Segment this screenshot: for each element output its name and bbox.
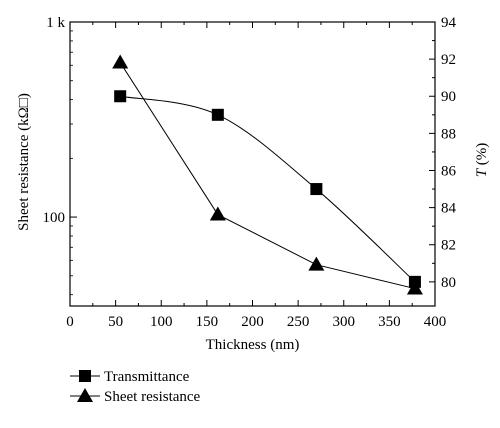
data-point-triangle	[308, 256, 325, 271]
y-right-tick-label: 86	[441, 163, 457, 179]
y-right-tick-label: 92	[441, 52, 456, 68]
legend-label: Sheet resistance	[104, 389, 201, 405]
data-point-triangle	[209, 206, 226, 221]
y-right-tick-label: 88	[441, 126, 456, 142]
x-tick-label: 350	[378, 314, 401, 330]
x-tick-label: 50	[108, 314, 123, 330]
x-tick-label: 250	[287, 314, 310, 330]
y-right-tick-label: 84	[441, 201, 457, 217]
data-point-triangle	[406, 280, 423, 295]
y-right-tick-label: 94	[441, 15, 457, 31]
series-line-sheet-resistance	[119, 62, 416, 290]
data-point-square	[310, 183, 323, 196]
y-left-axis-title: Sheet resistance (kΩ□)	[16, 93, 32, 231]
x-tick-label: 300	[333, 314, 356, 330]
data-point-square	[114, 90, 127, 103]
legend-marker-square	[79, 370, 91, 382]
series-sheet-resistance	[112, 54, 423, 295]
y-right-axis-title: T (%)	[474, 143, 490, 178]
y-right-axis-title-unit: (%)	[474, 143, 490, 169]
data-point-triangle	[112, 54, 129, 69]
legend-item-sheet-resistance: Sheet resistance	[70, 388, 201, 405]
y-right-tick-label: 90	[441, 89, 456, 105]
x-tick-label: 400	[424, 314, 447, 330]
legend-label: Transmittance	[104, 369, 190, 385]
x-tick-label: 100	[150, 314, 173, 330]
x-tick-label: 150	[196, 314, 219, 330]
x-axis-title: Thickness (nm)	[206, 337, 300, 353]
legend-marker-triangle	[77, 388, 93, 402]
y-right-axis-title-symbol: T	[474, 167, 490, 177]
data-point-square	[211, 108, 224, 121]
series-transmittance	[114, 90, 421, 288]
x-tick-label: 200	[241, 314, 264, 330]
x-tick-label: 0	[66, 314, 74, 330]
y-right-tick-label: 82	[441, 238, 456, 254]
y-left-tick-label: 100	[43, 210, 66, 226]
y-right-tick-label: 80	[441, 275, 456, 291]
legend-item-transmittance: Transmittance	[70, 369, 190, 385]
series-line-transmittance	[120, 95, 416, 283]
y-left-tick-label: 1 k	[46, 15, 65, 31]
